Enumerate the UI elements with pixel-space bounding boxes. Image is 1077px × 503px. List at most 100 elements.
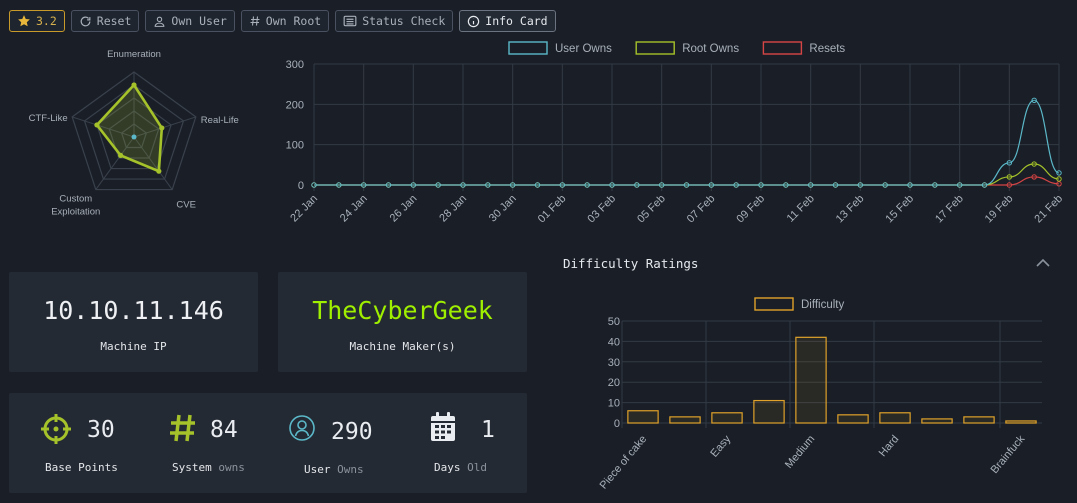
series-point	[981, 182, 988, 188]
radar-data-point	[118, 152, 124, 159]
radar-grid-ring	[120, 123, 148, 149]
radar-center-point	[131, 134, 137, 140]
machine-ip-card: 10.10.11.146 Machine IP	[9, 272, 258, 372]
x-tick-label: 03 Feb	[585, 193, 618, 226]
machine-maker-link[interactable]: TheCyberGeek	[312, 296, 493, 325]
x-tick-label: Brainfuck	[989, 433, 1028, 476]
y-tick-label: 100	[286, 140, 304, 152]
difficulty-bar	[1005, 420, 1037, 424]
radar-grid-ring	[71, 71, 197, 191]
legend-label: Resets	[809, 43, 845, 55]
own-user-button[interactable]: Own User	[145, 10, 235, 32]
radar-axis-label-line: Real-Life	[201, 115, 239, 126]
difficulty-bar	[711, 412, 743, 424]
user-owns-stat: 290 User Owns	[269, 393, 399, 493]
radar-axis-label-line: CTF-Like	[29, 113, 68, 124]
own-root-label: Own Root	[265, 14, 322, 28]
machine-maker-label: Machine Maker(s)	[349, 340, 456, 353]
series-point	[832, 182, 839, 188]
difficulty-bar	[837, 414, 869, 424]
user-sub: Owns	[337, 463, 364, 476]
legend-item: Resets	[762, 41, 845, 55]
legend-swatch	[754, 297, 794, 311]
hash-icon	[170, 414, 195, 442]
radar-axis-label-line: Exploitation	[51, 207, 100, 218]
series-point	[311, 182, 317, 188]
series-point	[509, 182, 516, 188]
series-point	[584, 182, 590, 188]
y-tick-label: 300	[286, 59, 304, 71]
radar-axis-label: Enumeration	[107, 49, 161, 60]
days-old-value: 1	[481, 417, 495, 443]
y-tick-label: 10	[608, 398, 620, 410]
series-point	[1006, 174, 1013, 180]
difficulty-bar	[795, 336, 827, 424]
radar-data-point	[94, 122, 100, 128]
x-tick-label: 11 Feb	[785, 193, 817, 225]
series-point	[360, 182, 367, 188]
activity-chart: User Owns Root Owns Resets 0 100 200 300 22 Jan…	[286, 41, 1065, 226]
chevron-up-icon[interactable]	[1035, 256, 1051, 270]
base-points-stat: 30 Base Points	[9, 393, 139, 493]
x-tick-label: 22 Jan	[288, 193, 320, 225]
series-point	[1006, 160, 1013, 166]
own-root-button[interactable]: Own Root	[240, 10, 330, 32]
x-tick-label: Hard	[877, 433, 902, 459]
series-point	[658, 182, 665, 188]
series-point	[733, 182, 739, 188]
series-point	[807, 182, 814, 188]
radar-chart: Enumeration Real-Life CVE Custom Exploitatio…	[29, 49, 239, 218]
difficulty-bar	[627, 410, 659, 424]
radar-spoke	[72, 116, 135, 138]
x-tick-label: 01 Feb	[536, 193, 569, 226]
radar-axis-label: CTF-Like	[29, 113, 68, 124]
days-old-stat: 1 Days Old	[399, 393, 527, 493]
system-owns-value: 84	[210, 417, 238, 443]
days-label: Days	[434, 461, 461, 474]
series-point	[783, 182, 789, 188]
refresh-icon	[80, 16, 91, 26]
legend-item: Root Owns	[635, 41, 739, 55]
rating-button[interactable]: 3.2	[9, 10, 65, 32]
system-label: System	[172, 461, 212, 474]
system-owns-label: System owns	[172, 461, 245, 474]
difficulty-bar	[669, 416, 701, 424]
series-point	[1056, 170, 1062, 176]
series-point	[1056, 176, 1062, 182]
status-check-button[interactable]: Status Check	[335, 10, 454, 32]
user-label: User	[304, 463, 331, 476]
series-point	[758, 182, 764, 188]
reset-label: Reset	[96, 14, 132, 28]
series-point	[534, 182, 541, 188]
series-point	[708, 182, 715, 188]
legend-item: User Owns	[508, 41, 612, 55]
difficulty-title: Difficulty Ratings	[563, 256, 699, 271]
y-tick-label: 40	[608, 336, 620, 348]
series-point	[336, 182, 342, 188]
difficulty-bar	[753, 399, 785, 424]
user-icon	[155, 16, 165, 27]
info-icon	[468, 15, 480, 27]
own-user-label: Own User	[171, 14, 227, 28]
info-card-button[interactable]: Info Card	[459, 10, 556, 32]
toolbar: 3.2 Reset Own User Own Root Status Check…	[9, 10, 556, 34]
radar-axis-label: Real-Life	[201, 115, 239, 126]
hash-icon	[250, 16, 260, 26]
radar-axis-label: CVE	[176, 200, 196, 211]
x-tick-label: 07 Feb	[685, 193, 718, 226]
radar-grid-ring	[108, 110, 160, 159]
series-point	[435, 182, 441, 188]
series-point	[956, 182, 963, 188]
base-points-value: 30	[87, 417, 115, 443]
machine-ip-label: Machine IP	[100, 340, 167, 353]
reset-button[interactable]: Reset	[70, 10, 140, 32]
x-tick-label: 26 Jan	[388, 193, 420, 225]
radar-grid-ring	[83, 84, 185, 180]
series-line	[313, 163, 1060, 186]
crosshair-icon	[41, 414, 71, 444]
y-tick-label: 20	[608, 377, 620, 389]
stats-card: 30 Base Points 84 System owns 290 User O…	[9, 393, 527, 493]
difficulty-chart: Difficulty 0 10 20 30 40 50 Piece of cake Easy Me…	[598, 297, 1042, 492]
x-tick-label: Easy	[708, 433, 733, 460]
calendar-icon	[431, 412, 455, 441]
